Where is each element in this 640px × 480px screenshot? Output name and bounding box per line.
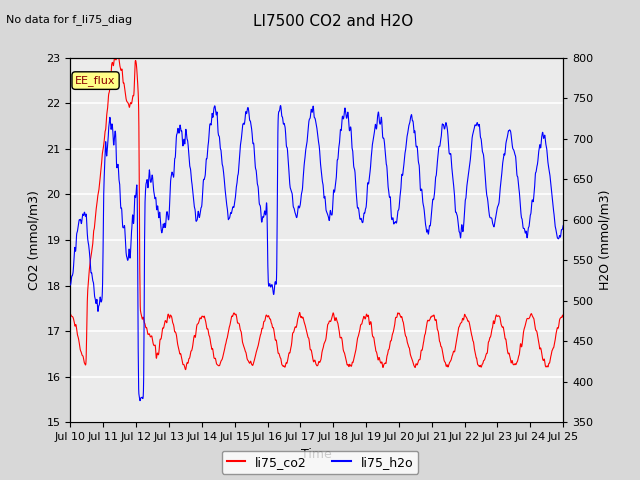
Y-axis label: CO2 (mmol/m3): CO2 (mmol/m3) — [28, 190, 41, 290]
Text: No data for f_li75_diag: No data for f_li75_diag — [6, 14, 132, 25]
X-axis label: Time: Time — [301, 448, 332, 461]
Text: LI7500 CO2 and H2O: LI7500 CO2 and H2O — [253, 14, 413, 29]
Legend: li75_co2, li75_h2o: li75_co2, li75_h2o — [221, 451, 419, 474]
Y-axis label: H2O (mmol/m3): H2O (mmol/m3) — [599, 190, 612, 290]
Text: EE_flux: EE_flux — [76, 75, 116, 86]
